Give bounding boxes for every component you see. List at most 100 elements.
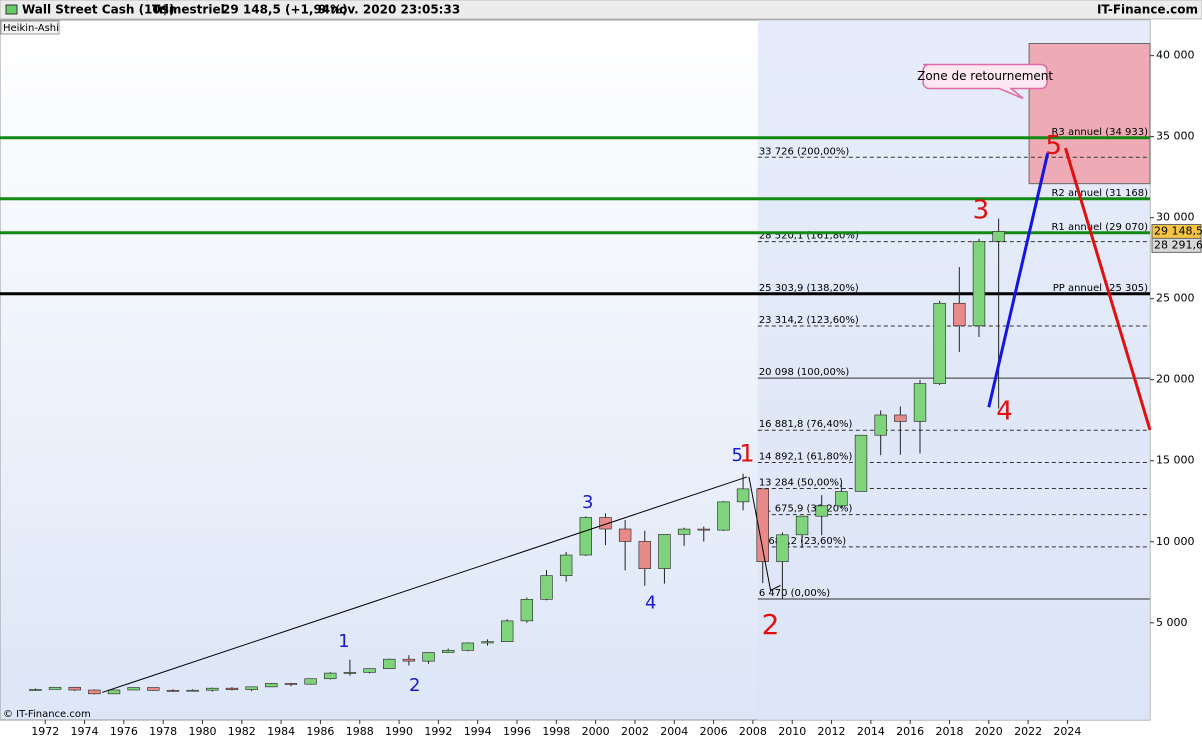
trend-line bbox=[102, 476, 748, 693]
x-tick-label: 1978 bbox=[149, 725, 177, 738]
candle-body bbox=[717, 501, 730, 531]
candle-body bbox=[363, 668, 376, 673]
candle-body bbox=[835, 491, 848, 507]
x-tick-label: 2022 bbox=[1014, 725, 1042, 738]
y-tick-label: 30 000 bbox=[1156, 211, 1195, 224]
candle-body bbox=[461, 642, 475, 651]
candle-body bbox=[815, 505, 828, 517]
wave-label: 4 bbox=[645, 592, 656, 613]
candle-body bbox=[186, 689, 199, 692]
candle-body bbox=[579, 517, 593, 556]
candle-body bbox=[795, 515, 809, 536]
x-tick-label: 2002 bbox=[621, 725, 649, 738]
x-tick-label: 1990 bbox=[385, 725, 413, 738]
candle-body bbox=[913, 383, 927, 422]
fib-label: 20 098 (100,00%) bbox=[759, 367, 850, 378]
x-tick-label: 1974 bbox=[71, 725, 99, 738]
y-tick-label: 5 000 bbox=[1156, 616, 1188, 629]
x-tick-label: 1980 bbox=[188, 725, 216, 738]
candle-body bbox=[992, 231, 1005, 242]
wave-label: 4 bbox=[996, 397, 1013, 427]
y-tick-label: 35 000 bbox=[1156, 130, 1195, 143]
candle-body bbox=[520, 599, 534, 622]
fib-label: 11 675,9 (38,20%) bbox=[759, 504, 853, 515]
x-tick-label: 1994 bbox=[464, 725, 492, 738]
candle-body bbox=[874, 414, 887, 436]
candle-body bbox=[736, 488, 750, 503]
price-tag-label: 28 291,6 bbox=[1154, 238, 1202, 251]
candle-body bbox=[107, 689, 121, 695]
pivot-label: PP annuel (25 305) bbox=[1053, 283, 1148, 294]
candle-body bbox=[540, 575, 553, 600]
x-tick-label: 1998 bbox=[542, 725, 570, 738]
datetime: 9 nov. 2020 23:05:33 bbox=[318, 3, 460, 17]
x-tick-label: 2018 bbox=[935, 725, 963, 738]
wave-label: 2 bbox=[762, 608, 780, 641]
y-tick-label: 15 000 bbox=[1156, 454, 1195, 467]
x-tick-label: 1996 bbox=[503, 725, 531, 738]
wave-label: 3 bbox=[582, 492, 593, 513]
wave-label: 3 bbox=[973, 196, 990, 226]
wave-label: 1 bbox=[739, 439, 754, 467]
x-tick-label: 1972 bbox=[31, 725, 59, 738]
fib-label: 13 284 (50,00%) bbox=[759, 478, 843, 489]
x-tick-label: 1984 bbox=[267, 725, 295, 738]
candle-body bbox=[206, 687, 219, 691]
x-tick-label: 2020 bbox=[975, 725, 1003, 738]
reversal-zone bbox=[1028, 42, 1151, 185]
candle-body bbox=[697, 528, 710, 531]
x-tick-label: 1988 bbox=[346, 725, 374, 738]
y-tick-label: 10 000 bbox=[1156, 535, 1195, 548]
price-tag-label: 29 148,5 bbox=[1154, 224, 1202, 237]
fib-label: 25 303,9 (138,20%) bbox=[759, 283, 859, 294]
wave-label: 1 bbox=[338, 631, 349, 652]
candle-body bbox=[166, 690, 180, 692]
candle-body bbox=[638, 541, 651, 569]
style-label: Heikin-Ashi bbox=[3, 23, 59, 34]
candle-body bbox=[127, 687, 140, 691]
candle-body bbox=[225, 687, 239, 690]
candle-body bbox=[442, 650, 455, 653]
wave-label: 5 bbox=[731, 445, 742, 466]
icon bbox=[5, 4, 18, 15]
candle-body bbox=[854, 434, 868, 492]
brand: IT-Finance.com bbox=[1097, 3, 1198, 17]
candle-body bbox=[265, 683, 278, 688]
candle-body bbox=[756, 488, 769, 562]
candle-body bbox=[402, 658, 416, 662]
x-tick-label: 2014 bbox=[857, 725, 885, 738]
fib-label: 33 726 (200,00%) bbox=[759, 146, 850, 157]
y-tick-label: 20 000 bbox=[1156, 373, 1195, 386]
pivot-label: R1 annuel (29 070) bbox=[1051, 222, 1148, 233]
candle-body bbox=[559, 554, 573, 576]
trend-line bbox=[748, 476, 781, 592]
candle-body bbox=[953, 302, 966, 327]
style-box bbox=[0, 20, 60, 35]
candle-body bbox=[383, 658, 396, 669]
x-tick-label: 2006 bbox=[700, 725, 728, 738]
pivot-label: R2 annuel (31 168) bbox=[1051, 188, 1148, 199]
x-tick-label: 2024 bbox=[1053, 725, 1081, 738]
zone-label: Zone de retournement bbox=[917, 69, 1053, 83]
fib-label: 6 470 (0,00%) bbox=[759, 588, 830, 599]
candle-body bbox=[933, 302, 946, 384]
candle-body bbox=[147, 687, 160, 691]
x-tick-label: 1982 bbox=[228, 725, 256, 738]
x-tick-label: 2016 bbox=[896, 725, 924, 738]
wave-label: 5 bbox=[1045, 131, 1062, 161]
candle-body bbox=[29, 689, 42, 691]
candle-body bbox=[972, 241, 986, 327]
x-tick-label: 2010 bbox=[778, 725, 806, 738]
candle-body bbox=[324, 672, 337, 680]
candle-body bbox=[894, 414, 907, 422]
candle-body bbox=[677, 528, 691, 535]
candle-body bbox=[245, 686, 258, 690]
x-tick-label: 1976 bbox=[110, 725, 138, 738]
candle-body bbox=[304, 678, 317, 685]
fib-label: 28 520,1 (161,80%) bbox=[759, 231, 859, 242]
x-tick-label: 2008 bbox=[739, 725, 767, 738]
candle-body bbox=[343, 672, 357, 674]
candle-body bbox=[618, 528, 632, 542]
fib-label: 23 314,2 (123,60%) bbox=[759, 315, 859, 326]
